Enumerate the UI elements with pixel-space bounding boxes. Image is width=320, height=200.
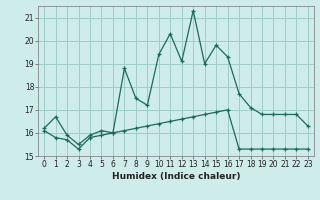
X-axis label: Humidex (Indice chaleur): Humidex (Indice chaleur)	[112, 172, 240, 181]
